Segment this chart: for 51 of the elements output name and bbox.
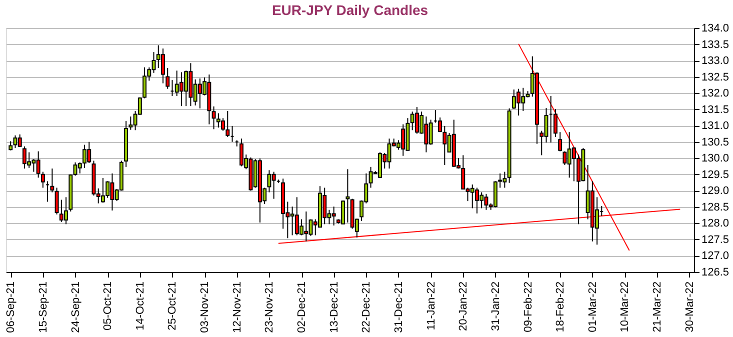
x-tick-label: 09-Feb-22: [522, 282, 534, 332]
candlestick: [8, 140, 13, 151]
x-tick-label: 02-Dec-21: [296, 282, 308, 333]
y-tick-label: 130.5: [702, 136, 730, 148]
y-tick-label: 133.0: [702, 55, 730, 68]
y-tick-label: 127.0: [702, 250, 730, 262]
y-tick-label: 128.0: [702, 218, 730, 230]
candlestick: [40, 171, 45, 188]
x-tick-label: 20-Jan-22: [458, 282, 470, 332]
candlestick: [226, 110, 230, 138]
x-tick-label: 18-Feb-22: [554, 282, 567, 332]
candlestick: [346, 168, 350, 224]
y-tick-label: 132.0: [702, 88, 730, 100]
candlestick: [54, 187, 59, 215]
chart-title: EUR-JPY Daily Candles: [272, 2, 428, 18]
x-tick-label: 12-Nov-21: [231, 282, 244, 333]
x-tick-label: 22-Dec-21: [360, 282, 373, 333]
x-tick-label: 31-Jan-22: [490, 282, 502, 332]
y-tick-label: 131.0: [702, 120, 730, 132]
x-tick-label: 11-Jan-22: [425, 282, 438, 330]
x-tick-label: 10-Mar-22: [619, 282, 632, 332]
y-tick-label: 129.0: [702, 185, 730, 198]
x-tick-label: 14-Oct-21: [134, 282, 146, 330]
y-tick-label: 131.5: [702, 104, 730, 116]
x-tick-label: 31-Dec-21: [392, 282, 405, 333]
x-tick-label: 01-Mar-22: [586, 282, 599, 332]
y-tick-label: 126.5: [702, 266, 730, 278]
candlestick: [50, 168, 54, 193]
candlestick: [438, 116, 442, 133]
x-tick-label: 06-Sep-21: [5, 282, 18, 333]
x-tick-label: 30-Mar-22: [684, 282, 696, 332]
candlestick: [554, 108, 558, 138]
y-tick-label: 132.5: [702, 71, 730, 84]
candlestick: [18, 134, 22, 148]
y-tick-label: 127.5: [702, 234, 730, 246]
x-tick-label: 23-Nov-21: [264, 282, 276, 333]
candlestick: [166, 68, 170, 90]
y-tick-label: 129.5: [702, 168, 730, 181]
y-tick-label: 130.0: [702, 152, 730, 165]
y-tick-label: 134.0: [702, 22, 730, 34]
candlestick: [558, 132, 562, 152]
x-tick-label: 21-Mar-22: [652, 282, 664, 332]
x-tick-label: 15-Sep-21: [37, 282, 50, 333]
x-tick-label: 25-Oct-21: [166, 282, 179, 330]
x-tick-label: 13-Dec-21: [328, 282, 340, 333]
y-tick-label: 133.5: [702, 38, 730, 51]
y-tick-label: 128.5: [702, 201, 730, 214]
candlestick: [212, 106, 216, 130]
x-tick-label: 05-Oct-21: [102, 282, 114, 330]
x-tick-label: 24-Sep-21: [70, 282, 82, 333]
x-tick-label: 03-Nov-21: [199, 282, 212, 333]
